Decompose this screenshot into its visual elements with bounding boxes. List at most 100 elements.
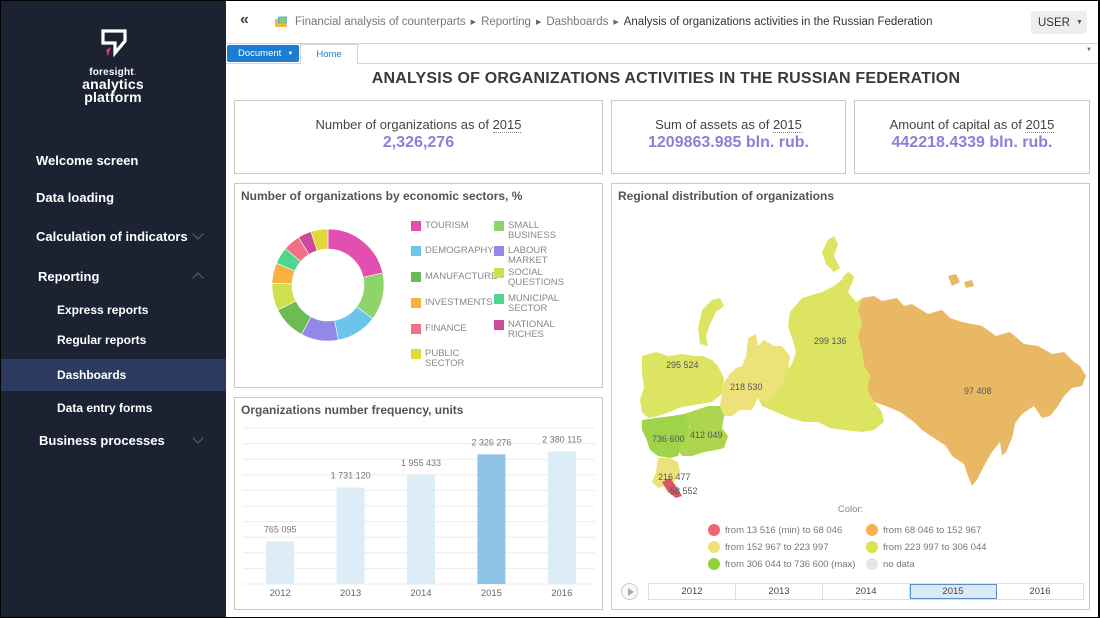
chevron-down-icon[interactable]	[192, 228, 204, 240]
bar-2015[interactable]	[477, 454, 506, 584]
top-bar: « Financial analysis of counterparts ▶ R…	[226, 1, 1098, 43]
sidebar-item-data-entry-forms[interactable]: Data entry forms	[1, 392, 226, 424]
legend-item[interactable]: NATIONAL RICHES	[494, 320, 584, 340]
map-region-far-eastern-island[interactable]	[964, 280, 974, 288]
legend-label: LABOUR MARKET	[508, 245, 548, 266]
dashboard-title: ANALYSIS OF ORGANIZATIONS ACTIVITIES IN …	[371, 70, 961, 87]
breadcrumb-item[interactable]: Reporting	[481, 16, 531, 28]
chevron-down-icon[interactable]	[192, 432, 204, 444]
sidebar-item-dashboards[interactable]: Dashboards	[1, 359, 226, 391]
legend-item[interactable]: SMALL BUSINESS	[494, 221, 584, 241]
kpi-year-link[interactable]: 2015	[1025, 117, 1055, 133]
legend-item[interactable]: TOURISM	[411, 221, 493, 231]
caret-down-icon: ▼	[287, 50, 294, 57]
map-legend-label: from 306 044 to 736 600 (max)	[725, 558, 856, 570]
kpi-organizations: Number of organizations as of 2015 2,326…	[234, 100, 603, 174]
kpi-label: Sum of assets as of 2015	[655, 117, 802, 133]
map-legend-label: from 13 516 (min) to 68 046	[725, 524, 843, 536]
legend-item[interactable]: MUNICIPAL SECTOR	[494, 294, 584, 314]
map-region-volga[interactable]	[678, 406, 728, 456]
kpi-year-link[interactable]: 2015	[772, 117, 802, 133]
x-tick-label: 2013	[340, 588, 361, 599]
sidebar-item-data-loading[interactable]: Data loading	[1, 181, 226, 213]
map-legend-item[interactable]: from 68 046 to 152 967	[866, 524, 981, 536]
panel-title: Number of organizations by economic sect…	[241, 189, 523, 203]
legend-label: DEMOGRAPHY	[425, 245, 494, 256]
breadcrumb-current: Analysis of organizations activities in …	[623, 16, 933, 28]
map-legend-item[interactable]: from 152 967 to 223 997	[708, 541, 829, 553]
timeline-year-2016[interactable]: 2016	[1029, 586, 1051, 597]
map-region-ural[interactable]	[720, 334, 790, 416]
bar-2016[interactable]	[547, 451, 576, 584]
map-region-southern[interactable]	[652, 458, 680, 488]
breadcrumb-item[interactable]: Dashboards	[546, 16, 609, 28]
frequency-bar-chart: 765 095 2012 1 731 120 2013 1 955 433 2014 2 3…	[243, 427, 595, 599]
sidebar-item-welcome-screen[interactable]: Welcome screen	[1, 144, 226, 176]
breadcrumb-item[interactable]: Financial analysis of counterparts	[295, 16, 466, 28]
legend-item[interactable]: PUBLIC SECTOR	[411, 349, 493, 369]
legend-item[interactable]: FINANCE	[411, 324, 493, 334]
map-region-siberian-island[interactable]	[842, 272, 854, 284]
tab-home[interactable]: Home	[300, 44, 358, 64]
kpi-year-link[interactable]: 2015	[492, 117, 522, 133]
chevron-up-icon[interactable]	[192, 272, 204, 284]
user-menu-button[interactable]: USER ▼	[1031, 11, 1087, 34]
map-region-northwestern-island[interactable]	[698, 298, 724, 346]
bar-2012[interactable]	[266, 541, 295, 584]
bar-data-label: 1 955 433	[401, 458, 441, 468]
sidebar-item-express-reports[interactable]: Express reports	[1, 294, 226, 326]
map-region-northwestern[interactable]	[640, 352, 724, 418]
map-region-far-eastern[interactable]	[858, 296, 1086, 486]
sidebar-item-calculation-of-indicators[interactable]: Calculation of indicators	[1, 220, 226, 252]
sidebar-item-reporting[interactable]: Reporting	[1, 260, 226, 292]
legend-item[interactable]: LABOUR MARKET	[494, 246, 584, 266]
sidebar-item-label: Dashboards	[57, 368, 127, 382]
map-region-central[interactable]	[642, 414, 690, 458]
document-label: Document	[238, 48, 282, 59]
bar-2013[interactable]	[336, 487, 365, 584]
legend-swatch	[411, 246, 421, 256]
document-menu-button[interactable]: Document ▼	[227, 45, 299, 62]
legend-item[interactable]: DEMOGRAPHY	[411, 245, 494, 256]
map-legend-item[interactable]: no data	[866, 558, 915, 570]
timeline-year-2013[interactable]: 2013	[736, 584, 823, 599]
legend-item[interactable]: INVESTMENTS	[411, 298, 493, 308]
map-region-far-eastern-island[interactable]	[948, 274, 960, 286]
map-region-siberian-island[interactable]	[822, 236, 840, 272]
map-region-siberian[interactable]	[758, 278, 884, 432]
legend-dot-icon	[708, 558, 720, 570]
map-region-value: 736 600	[652, 434, 685, 444]
panel-title: Regional distribution of organizations	[618, 189, 834, 203]
map-legend-item[interactable]: from 306 044 to 736 600 (max)	[708, 558, 855, 570]
legend-swatch	[411, 221, 421, 231]
ribbon-expand-icon[interactable]: ▼	[1086, 47, 1092, 53]
timeline-year-2012[interactable]: 2012	[649, 584, 736, 599]
timeline-year-2014[interactable]: 2014	[823, 584, 910, 599]
map-region-value: 295 524	[666, 360, 699, 370]
map-legend-item[interactable]: from 13 516 (min) to 68 046	[708, 524, 842, 536]
sidebar-item-label: Regular reports	[57, 333, 147, 347]
bar-data-label: 765 095	[264, 524, 297, 534]
foresight-logo-icon	[101, 29, 127, 58]
legend-label: SMALL BUSINESS	[508, 220, 557, 241]
map-region-north-caucasian[interactable]	[662, 478, 682, 498]
play-button[interactable]	[621, 583, 638, 600]
map-legend-item[interactable]: from 223 997 to 306 044	[866, 541, 987, 553]
caret-down-icon: ▼	[1075, 19, 1083, 26]
sidebar: foresight. analytics platform Welcome sc…	[1, 1, 226, 617]
timeline-year-2015[interactable]: 2015	[910, 584, 997, 599]
donut-slice-public-sector[interactable]	[310, 228, 329, 252]
legend-label: INVESTMENTS	[425, 297, 493, 308]
kpi-capital: Amount of capital as of 2015 442218.4339…	[854, 100, 1090, 174]
legend-dot-icon	[708, 541, 720, 553]
map-region-far-eastern-island[interactable]	[1000, 416, 1016, 456]
legend-dot-icon	[708, 524, 720, 536]
sidebar-item-business-processes[interactable]: Business processes	[1, 424, 226, 456]
sidebar-item-regular-reports[interactable]: Regular reports	[1, 324, 226, 356]
legend-item[interactable]: SOCIAL QUESTIONS	[494, 268, 584, 288]
donut-slice-tourism[interactable]	[327, 228, 384, 278]
legend-item[interactable]: MANUFACTURE	[411, 272, 497, 282]
collapse-sidebar-icon[interactable]: «	[240, 11, 249, 28]
map-region-value: 97 408	[964, 386, 992, 396]
bar-2014[interactable]	[407, 475, 435, 584]
